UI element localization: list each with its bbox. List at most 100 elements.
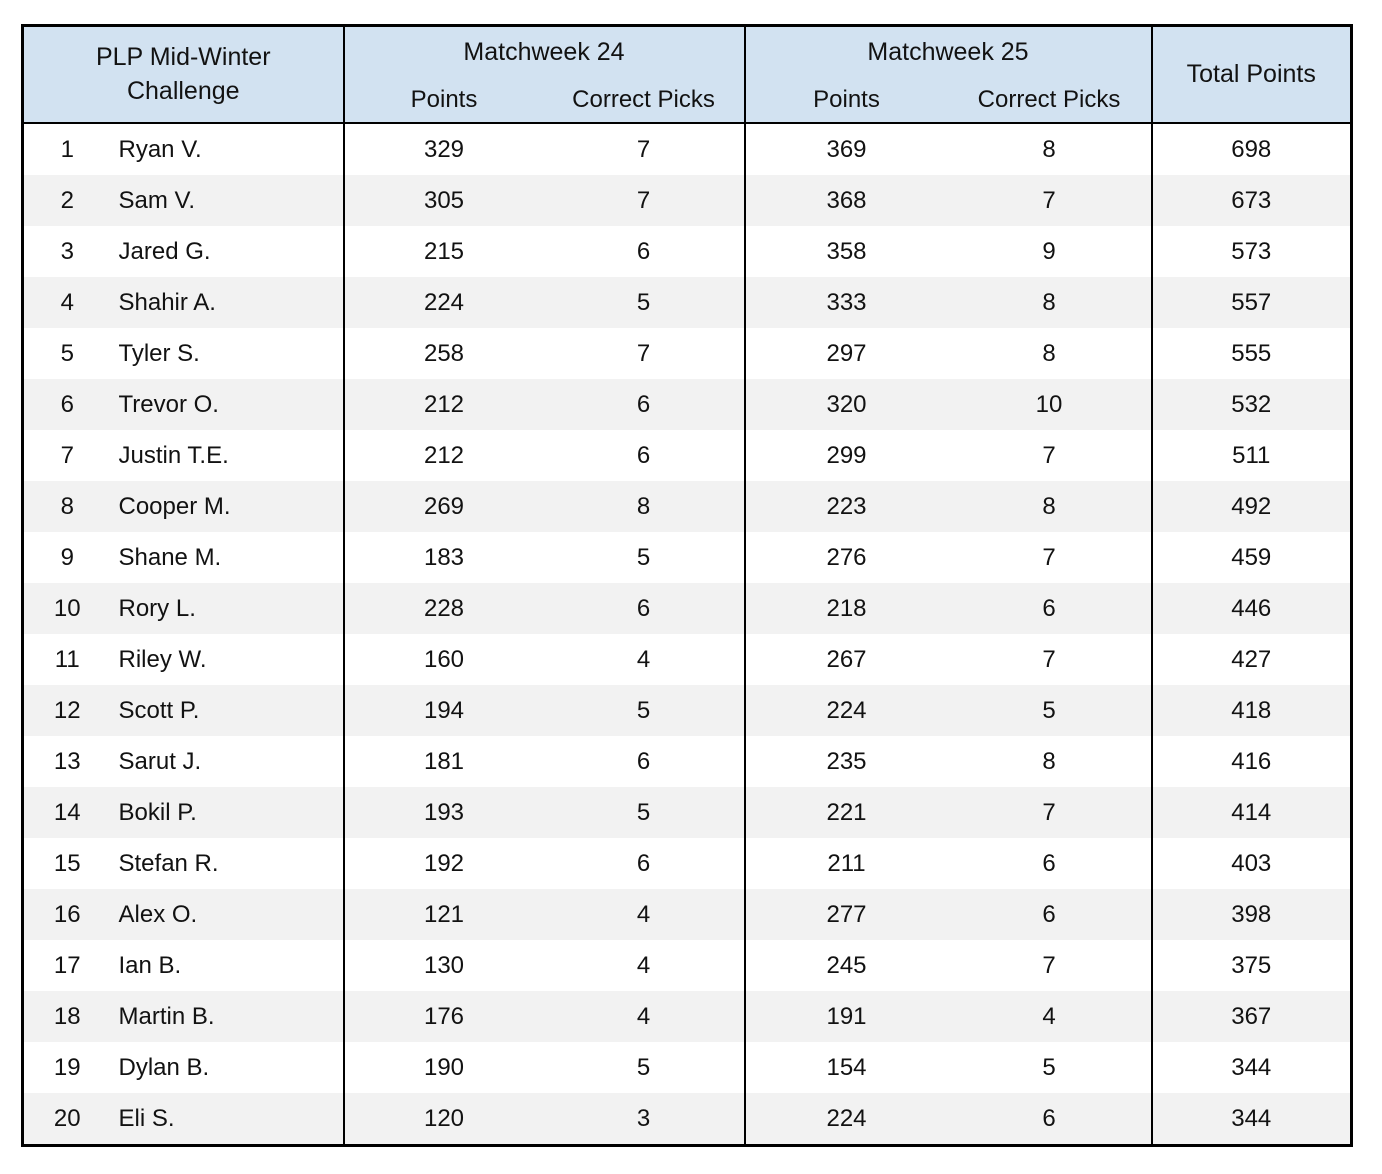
mw25-picks-cell: 7	[1042, 543, 1056, 571]
total-points-cell: 375	[1150, 940, 1352, 991]
mw25-points-cell: 299	[743, 430, 948, 481]
mw25-picks-cell: 7	[1042, 645, 1056, 673]
player-name-cell: Jared G.	[118, 237, 211, 265]
mw24-points-cell: 176	[342, 991, 544, 1042]
mw25-points-cell: 358	[743, 226, 948, 277]
table-row: 15 Stefan R. 192 6 211 6 403	[23, 838, 1352, 889]
mw25-picks-cell: 7	[1042, 441, 1056, 469]
player-name-cell: Sam V.	[118, 186, 196, 214]
total-points-cell: 344	[1150, 1042, 1352, 1093]
mw24-picks-cell: 6	[636, 441, 651, 469]
rank-cell: 9	[60, 543, 74, 571]
mw25-correct-picks-header: Correct Picks	[947, 77, 1152, 123]
rank-cell: 20	[53, 1104, 81, 1132]
mw24-points-cell: 228	[342, 583, 544, 634]
mw25-points-cell: 245	[743, 940, 948, 991]
total-points-cell: 367	[1150, 991, 1352, 1042]
total-points-header: Total Points	[1150, 25, 1352, 123]
mw24-points-cell: 130	[342, 940, 544, 991]
mw24-picks-cell: 8	[636, 492, 651, 520]
mw24-picks-cell: 6	[636, 390, 651, 418]
mw24-picks-cell: 7	[636, 186, 651, 214]
mw24-picks-cell: 6	[636, 237, 651, 265]
table-title: PLP Mid-Winter Challenge	[22, 25, 344, 123]
mw25-points-cell: 267	[743, 634, 948, 685]
mw24-points-cell: 181	[342, 736, 544, 787]
rank-cell: 19	[53, 1053, 81, 1081]
total-points-cell: 511	[1150, 430, 1352, 481]
mw24-points-cell: 269	[342, 481, 544, 532]
mw25-points-cell: 224	[743, 685, 948, 736]
table-row: 2 Sam V. 305 7 368 7 673	[22, 175, 1352, 226]
mw25-picks-cell: 7	[1042, 186, 1056, 214]
mw24-picks-cell: 5	[636, 288, 651, 316]
mw24-points-cell: 160	[342, 634, 544, 685]
total-points-cell: 414	[1150, 787, 1352, 838]
total-points-cell: 459	[1150, 532, 1352, 583]
mw25-points-cell: 154	[743, 1042, 948, 1093]
player-name-cell: Shane M.	[118, 543, 222, 571]
mw25-picks-cell: 5	[1042, 696, 1056, 724]
rank-cell: 2	[60, 186, 74, 214]
matchweek-25-header: Matchweek 25	[743, 25, 1152, 77]
mw24-points-cell: 329	[342, 122, 544, 175]
player-name-cell: Trevor O.	[118, 390, 219, 418]
total-points-cell: 416	[1150, 736, 1352, 787]
mw24-points-cell: 192	[342, 838, 544, 889]
total-points-cell: 446	[1150, 583, 1352, 634]
mw25-points-cell: 224	[743, 1093, 948, 1146]
total-points-cell: 673	[1150, 175, 1352, 226]
mw25-picks-cell: 4	[1042, 1002, 1056, 1030]
player-name-cell: Shahir A.	[118, 288, 216, 316]
table-row: 13 Sarut J. 181 6 235 8 416	[23, 736, 1352, 787]
table-row: 1 Ryan V. 329 7 369 8 698	[22, 122, 1352, 175]
table-row: 5 Tyler S. 258 7 297 8 555	[23, 328, 1352, 379]
player-name-cell: Justin T.E.	[118, 441, 229, 469]
mw24-points-cell: 215	[342, 226, 544, 277]
mw24-picks-cell: 5	[636, 543, 651, 571]
mw24-picks-cell: 4	[636, 900, 651, 928]
mw24-points-cell: 224	[342, 277, 544, 328]
mw25-picks-cell: 8	[1042, 288, 1056, 316]
table-row: 14 Bokil P. 193 5 221 7 414	[22, 787, 1352, 838]
player-name-cell: Riley W.	[118, 645, 207, 673]
mw24-picks-cell: 5	[636, 696, 651, 724]
mw25-points-cell: 320	[743, 379, 948, 430]
player-name-cell: Ryan V.	[110, 122, 344, 175]
mw24-picks-cell: 4	[636, 645, 651, 673]
total-points-cell: 573	[1150, 226, 1352, 277]
mw24-points-cell: 121	[342, 889, 544, 940]
mw24-picks-cell: 3	[636, 1104, 651, 1132]
player-name-cell: Eli S.	[118, 1104, 175, 1132]
leaderboard-table: PLP Mid-Winter Challenge Matchweek 24 Ma…	[21, 24, 1353, 1147]
table-row: 7 Justin T.E. 212 6 299 7 511	[23, 430, 1352, 481]
player-name-cell: Ian B.	[118, 951, 182, 979]
table-row: 12 Scott P. 194 5 224 5 418	[22, 685, 1352, 736]
total-points-cell: 427	[1150, 634, 1352, 685]
mw25-picks-cell: 9	[1042, 237, 1056, 265]
mw25-picks-cell: 6	[1042, 1104, 1056, 1132]
player-name-cell: Sarut J.	[118, 747, 202, 775]
player-name-cell: Cooper M.	[118, 492, 231, 520]
mw25-picks-cell: 6	[1042, 849, 1056, 877]
total-points-cell: 403	[1150, 838, 1352, 889]
player-name-cell: Alex O.	[118, 900, 198, 928]
total-points-cell: 532	[1150, 379, 1352, 430]
mw25-points-cell: 235	[743, 736, 948, 787]
mw25-picks-cell: 8	[947, 122, 1152, 175]
mw24-picks-cell: 4	[636, 1002, 651, 1030]
mw25-picks-cell: 8	[1042, 747, 1056, 775]
table-row: 10 Rory L. 228 6 218 6 446	[22, 583, 1352, 634]
mw24-picks-cell: 6	[636, 849, 651, 877]
rank-cell: 13	[53, 747, 81, 775]
mw25-points-cell: 218	[743, 583, 948, 634]
mw25-points-cell: 297	[743, 328, 948, 379]
table-row: 9 Shane M. 183 5 276 7 459	[23, 532, 1352, 583]
table-body: 1 Ryan V. 329 7 369 8 698 2 Sam V. 305 7…	[22, 122, 1352, 1146]
mw25-points-cell: 333	[743, 277, 948, 328]
mw24-points-cell: 258	[342, 328, 544, 379]
mw25-points-cell: 211	[743, 838, 948, 889]
leaderboard-container: PLP Mid-Winter Challenge Matchweek 24 Ma…	[21, 24, 1353, 1147]
total-points-cell: 557	[1150, 277, 1352, 328]
table-row: 20 Eli S. 120 3 224 6 344	[22, 1093, 1352, 1146]
